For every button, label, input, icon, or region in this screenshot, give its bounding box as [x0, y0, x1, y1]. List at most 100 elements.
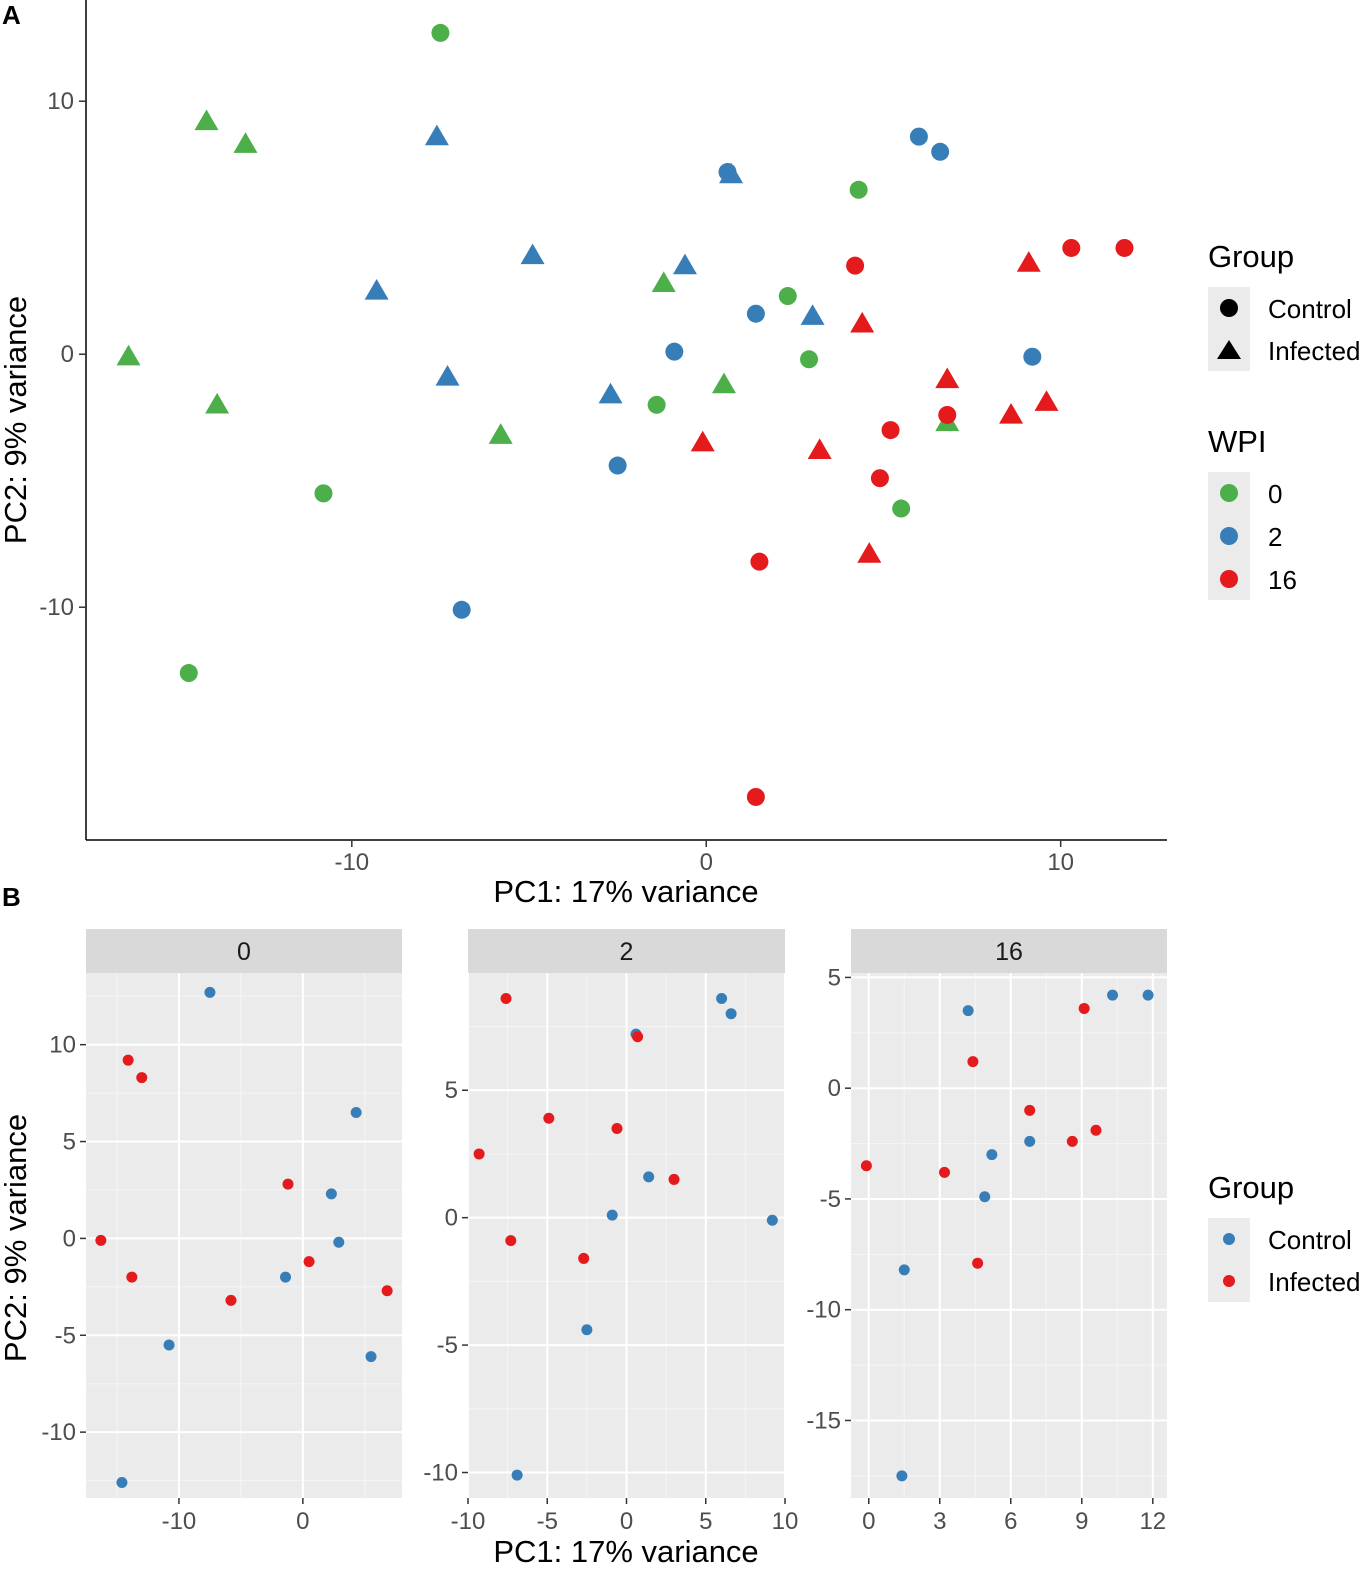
legend-b-control-swatch: [1223, 1233, 1235, 1245]
point-infected-wpi-16: [1034, 390, 1059, 411]
point-infected-wpi-16: [935, 367, 960, 389]
point-infected: [1090, 1124, 1102, 1136]
legend-wpi-title: WPI: [1208, 424, 1267, 459]
point-infected: [136, 1072, 148, 1084]
point-infected: [938, 1166, 950, 1178]
x-tick-label: 0: [296, 1508, 309, 1535]
point-control-wpi-0: [800, 350, 819, 369]
y-tick-label: 10: [47, 88, 74, 115]
point-control-wpi-16: [1115, 238, 1134, 257]
point-control: [116, 1477, 128, 1489]
point-infected: [668, 1173, 680, 1185]
point-infected: [95, 1234, 107, 1246]
point-control: [333, 1236, 345, 1248]
point-infected: [381, 1285, 393, 1297]
point-infected-wpi-0: [651, 271, 676, 293]
point-infected: [578, 1252, 590, 1264]
point-infected-wpi-16: [807, 438, 832, 460]
x-tick-label: 5: [699, 1508, 712, 1535]
legend-b-group-title: Group: [1208, 1170, 1294, 1205]
x-tick-label: 9: [1075, 1508, 1088, 1535]
point-control: [716, 992, 728, 1004]
point-control-wpi-2: [909, 127, 928, 146]
point-control: [163, 1339, 175, 1351]
legend-b-label-control: Control: [1268, 1225, 1352, 1255]
y-tick-label: 5: [63, 1129, 76, 1156]
point-infected: [1024, 1104, 1036, 1116]
y-tick-label: 0: [63, 1225, 76, 1252]
point-control: [204, 986, 216, 998]
panel-b-facets: 0 -10 0 -10 -5 0 5 10 2 -10 -5 0 5 10 -10 -5 0 5 16 0 3 6 9 12 -…: [0, 929, 1361, 1569]
legend-wpi-16-swatch: [1220, 570, 1238, 588]
facet-strip-label: 16: [995, 938, 1023, 966]
point-infected: [122, 1054, 134, 1066]
point-control-wpi-0: [314, 484, 333, 503]
point-infected: [282, 1178, 294, 1190]
panel-a-x-axis-title: PC1: 17% variance: [493, 874, 758, 909]
panel-a-y-axis-title: PC2: 9% variance: [0, 296, 33, 544]
panel-a-label: A: [2, 0, 21, 30]
point-control: [365, 1351, 377, 1363]
point-control-wpi-0: [892, 499, 911, 518]
point-infected: [543, 1112, 555, 1124]
x-tick-label: 0: [620, 1508, 633, 1535]
point-infected: [225, 1294, 237, 1306]
legend-circle-icon: [1220, 299, 1238, 317]
point-control-wpi-2: [931, 142, 950, 161]
point-infected-wpi-2: [520, 243, 545, 265]
legend-group-title: Group: [1208, 239, 1294, 274]
y-tick-label: 5: [445, 1077, 458, 1104]
point-control-wpi-0: [849, 180, 868, 199]
point-control: [962, 1005, 974, 1017]
x-tick-label: 0: [700, 849, 713, 876]
y-tick-label: 0: [61, 341, 74, 368]
legend-label-wpi-16: 16: [1268, 565, 1297, 595]
point-control-wpi-16: [1062, 238, 1081, 257]
x-tick-label: 10: [772, 1508, 799, 1535]
facet-panel-bg: [86, 973, 402, 1498]
x-tick-label: 10: [1047, 849, 1074, 876]
point-control: [325, 1188, 337, 1200]
panel-b-y-axis-title: PC2: 9% variance: [0, 1114, 33, 1362]
point-control-wpi-2: [1023, 347, 1042, 366]
point-control: [986, 1149, 998, 1161]
panel-a-scatter: -10 0 10 -10 0 10 PC1: 17% variance PC2: 9% v…: [0, 0, 1361, 909]
point-infected: [860, 1160, 872, 1172]
y-tick-label: -15: [806, 1407, 841, 1434]
panel-a-points: [116, 23, 1134, 806]
y-tick-label: -10: [39, 594, 74, 621]
point-infected-wpi-0: [205, 392, 230, 414]
facet-16: 16 0 3 6 9 12 -15 -10 -5 0 5: [806, 929, 1167, 1535]
point-infected-wpi-0: [194, 109, 219, 131]
point-control: [1107, 989, 1119, 1001]
panel-b-legend: Group Control Infected: [1208, 1170, 1361, 1302]
point-infected-wpi-0: [233, 132, 258, 153]
point-control: [1142, 989, 1154, 1001]
point-infected: [611, 1122, 623, 1134]
point-infected-wpi-0: [116, 344, 141, 366]
legend-wpi-2-swatch: [1220, 527, 1238, 545]
point-control-wpi-0: [778, 287, 797, 306]
legend-label-wpi-2: 2: [1268, 522, 1282, 552]
point-control-wpi-2: [452, 600, 471, 619]
legend-triangle-icon: [1217, 340, 1241, 359]
legend-key-bg: [1208, 1218, 1250, 1302]
point-infected-wpi-2: [424, 124, 449, 146]
x-tick-label: -5: [537, 1508, 558, 1535]
facet-strip-label: 0: [237, 938, 251, 966]
point-infected-wpi-2: [719, 162, 744, 184]
y-tick-label: 0: [828, 1075, 841, 1102]
x-tick-label: 0: [862, 1508, 875, 1535]
y-tick-label: -5: [820, 1186, 841, 1213]
panel-a-legend: Group Control Infected WPI 0 2 16: [1208, 239, 1361, 600]
legend-label-control: Control: [1268, 294, 1352, 324]
y-tick-label: -5: [55, 1322, 76, 1349]
facet-panel-bg: [851, 973, 1167, 1498]
point-control: [350, 1106, 362, 1118]
point-control: [643, 1171, 655, 1183]
point-control: [725, 1008, 737, 1020]
point-control-wpi-16: [750, 552, 769, 571]
point-control: [1024, 1135, 1036, 1147]
point-control-wpi-16: [938, 405, 957, 424]
